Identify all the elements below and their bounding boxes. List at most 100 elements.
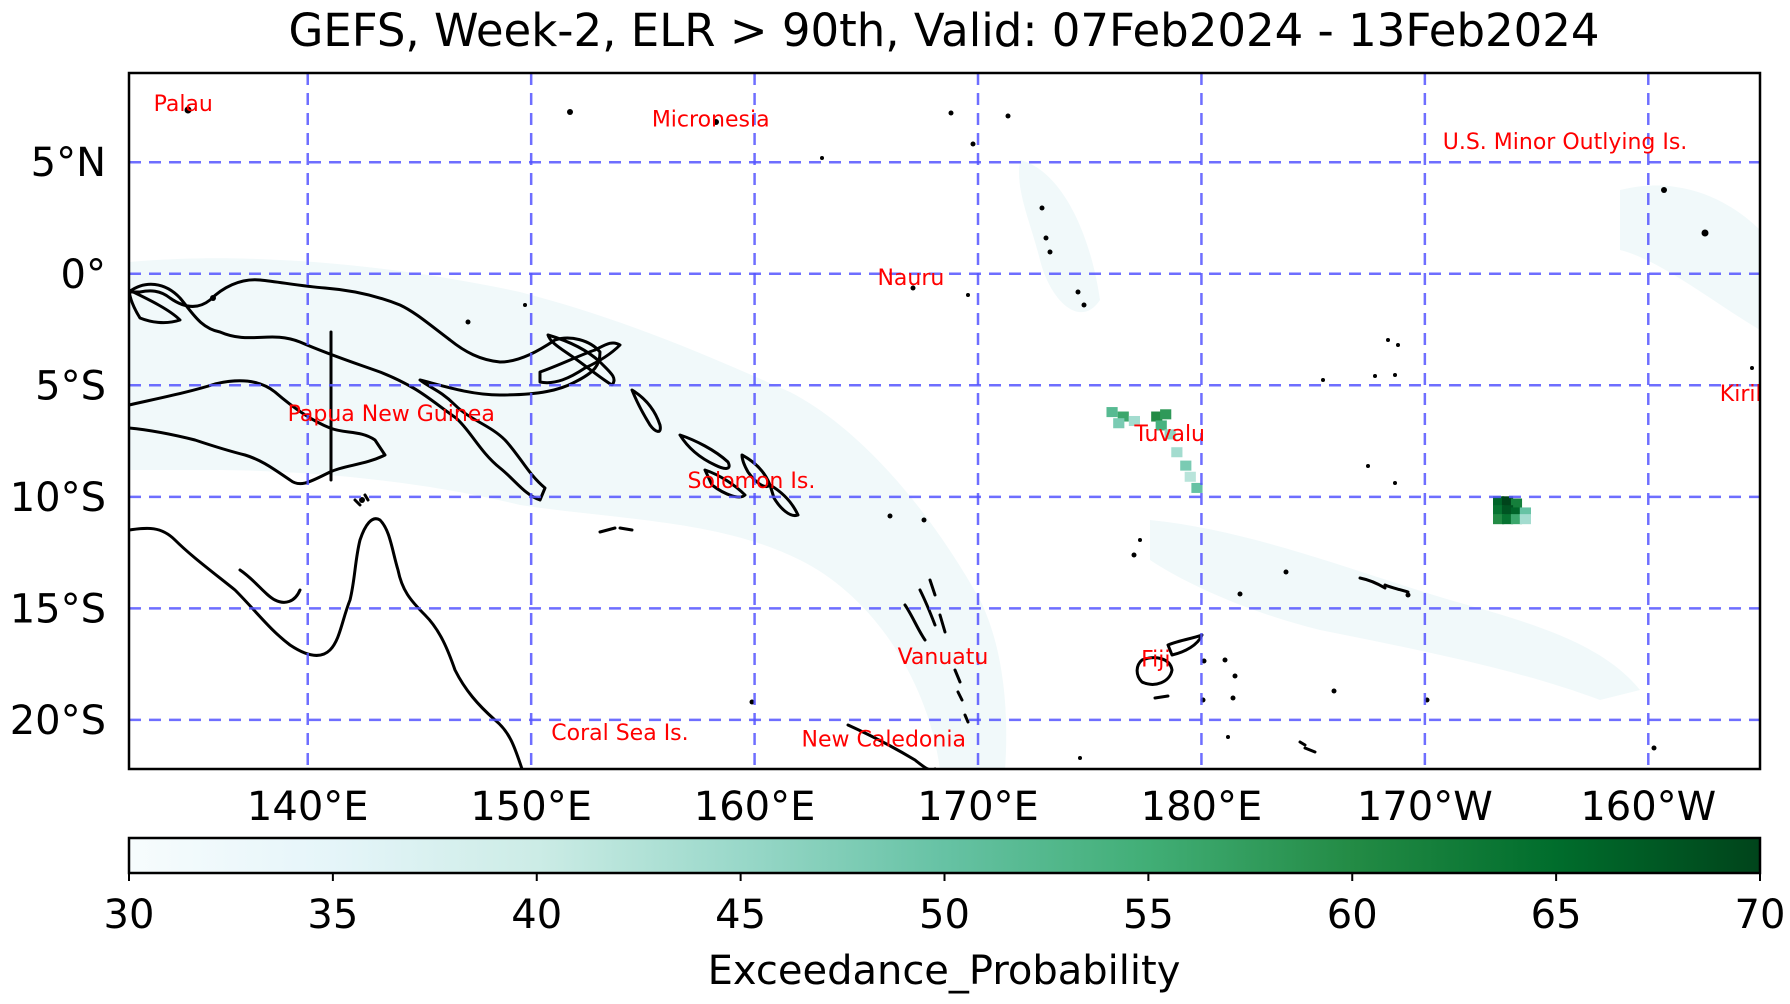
probability-cell (1510, 507, 1523, 518)
map-panel: Palau Micronesia U.S. Minor Outlying Is. Na… (127, 71, 1790, 771)
probability-cell (1128, 415, 1140, 427)
longitude-tick-label: 140°E (247, 784, 369, 830)
phoenix-island-1 (1386, 338, 1390, 342)
micronesia-island-6 (970, 141, 976, 147)
probability-cell (1164, 429, 1176, 440)
colorbar-bar (127, 836, 1762, 875)
gridlines (129, 73, 1760, 769)
probability-cell (1151, 411, 1163, 422)
futuna-island (1237, 591, 1243, 597)
australia-coast (129, 517, 524, 769)
probability-cell (1184, 471, 1196, 482)
colorbar-tick-label: 35 (307, 892, 358, 938)
solomon-island-2 (740, 453, 772, 488)
admiralty-island-1 (210, 295, 216, 301)
probability-cell (1155, 420, 1167, 431)
vanuatu-2 (903, 603, 947, 642)
tonga (1298, 740, 1317, 754)
kiribati-island (1750, 366, 1754, 370)
probability-cell (1191, 482, 1203, 493)
country-label: Tuvalu (1133, 422, 1205, 447)
vanuatu-1 (918, 578, 937, 627)
country-label: Vanuatu (898, 645, 989, 670)
country-label: U.S. Minor Outlying Is. (1443, 130, 1688, 155)
rotuma-island (1131, 552, 1137, 558)
torres-islands (353, 493, 370, 507)
colorbar-ticks: 30 35 40 45 50 55 60 65 70 (104, 873, 1786, 938)
longitude-tick-label: 170°E (917, 784, 1039, 830)
colorbar-tick-label: 45 (715, 892, 766, 938)
probability-cell (1493, 496, 1505, 507)
new-caledonia (846, 723, 937, 769)
marshall-island-2 (1043, 235, 1049, 241)
colorbar-tick-label: 50 (919, 892, 970, 938)
loyalty-island (1078, 756, 1082, 760)
latitude-tick-label: 0° (61, 252, 106, 298)
micronesia-island-4 (948, 110, 954, 116)
probability-cell (1171, 447, 1183, 458)
colorbar-tick-label: 65 (1531, 892, 1582, 938)
samoa-upolu (1358, 576, 1387, 590)
lau-island-5 (1230, 695, 1236, 701)
bougainville (630, 388, 662, 433)
banaba-island (966, 293, 970, 297)
palau-island (184, 106, 192, 114)
colorbar-tick-label: 40 (511, 892, 562, 938)
probability-cell (1510, 514, 1523, 525)
micronesia-island-2 (713, 119, 719, 125)
cape-york-inner (238, 568, 302, 604)
probability-cell (1117, 411, 1129, 422)
fiji-viti-levu (1135, 656, 1174, 686)
new-guinea-west-head (129, 288, 182, 325)
country-label: Palau (154, 92, 213, 117)
santa-cruz-island (887, 513, 893, 519)
probability-cells (1106, 407, 1531, 525)
country-label: Coral Sea Is. (551, 721, 688, 746)
new-britain (538, 341, 622, 385)
country-labels: Palau Micronesia U.S. Minor Outlying Is. Na… (154, 92, 1790, 753)
santa-cruz-island-2 (921, 517, 927, 523)
country-label: New Caledonia (802, 728, 966, 753)
probability-cell (1493, 514, 1505, 525)
micronesia-island-3 (820, 156, 824, 160)
small-islands (184, 106, 1754, 760)
south-pacific-shading (1150, 520, 1640, 700)
probability-cell (1501, 496, 1514, 507)
colorbar-label: Exceedance_Probability (708, 948, 1181, 994)
probability-cell (1106, 407, 1118, 418)
nauru-island (910, 285, 916, 291)
country-label: Nauru (877, 266, 944, 291)
colorbar-tick-label: 70 (1735, 892, 1786, 938)
latitude-tick-label: 5°S (35, 363, 106, 409)
new-guinea-south-coast (129, 379, 387, 486)
tonga-island-1 (1226, 735, 1230, 739)
latitude-tick-label: 15°S (10, 586, 106, 632)
country-label: Fiji (1141, 647, 1170, 672)
tokelau-island-1 (1366, 464, 1370, 468)
manus-island (523, 303, 527, 307)
png-north-island (465, 319, 471, 325)
equatorial-shading-band (129, 258, 1007, 769)
samoa-savaii (1383, 583, 1410, 594)
country-label: Kiribati (1720, 382, 1790, 407)
marshall-island-1 (1039, 205, 1045, 211)
probability-cell (1180, 460, 1192, 471)
probability-cell (1501, 514, 1514, 525)
marshall-island-5 (1081, 302, 1087, 308)
micronesia-island-5 (1005, 113, 1011, 119)
solomon-island-4 (768, 483, 800, 518)
latitude-tick-labels: 5°N 0° 5°S 10°S 15°S 20°S (10, 140, 106, 744)
latitude-tick-label: 5°N (31, 140, 106, 186)
tokelau-island-2 (1393, 481, 1397, 485)
solomon-rennell (598, 526, 634, 534)
probability-cell (1113, 418, 1125, 429)
longitude-tick-label: 170°W (1357, 784, 1493, 830)
phoenix-island-2 (1396, 343, 1400, 347)
probability-cell (1493, 505, 1505, 516)
torres-island (359, 497, 365, 503)
probability-cell (1510, 498, 1523, 509)
solomon-island-3 (703, 468, 747, 499)
colorbar-tick-label: 55 (1123, 892, 1174, 938)
latitude-tick-label: 10°S (10, 475, 106, 521)
